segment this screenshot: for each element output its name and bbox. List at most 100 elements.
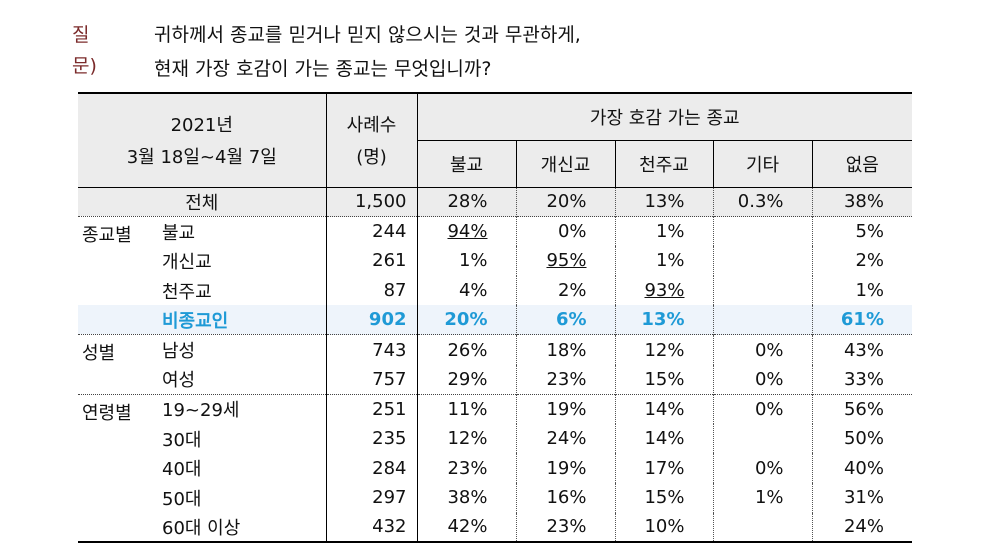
row-label-cell: 천주교 xyxy=(78,276,326,306)
pct-value: 4% xyxy=(458,280,488,302)
question-label: 질문) xyxy=(72,24,97,77)
pct-value: 13% xyxy=(644,191,685,213)
row-label: 50대 xyxy=(162,488,202,510)
pct-value: 61% xyxy=(840,309,884,331)
table-row: 연령별 19~29세 251 11% 19% 14% 0% 56% xyxy=(78,393,912,424)
pct-cell: 43% xyxy=(811,334,912,365)
pct-value: 11% xyxy=(447,398,488,420)
pct-cell: 20% xyxy=(416,305,516,335)
pct-value: 26% xyxy=(447,339,488,361)
row-label: 불교 xyxy=(162,222,196,244)
row-label: 천주교 xyxy=(162,281,212,303)
pct-cell: 19% xyxy=(515,393,615,424)
pct-cell: 12% xyxy=(614,334,713,365)
pct-value: 13% xyxy=(641,309,685,331)
pct-cell xyxy=(712,275,812,306)
pct-value: 15% xyxy=(644,487,685,509)
sample-size-cell: 297 xyxy=(325,482,417,513)
table-row: 전체 1,500 28% 20% 13% 0.3% 38% xyxy=(78,187,912,217)
pct-value: 6% xyxy=(555,309,587,331)
row-label-cell: 개신교 xyxy=(78,246,326,276)
pct-cell: 0% xyxy=(712,364,812,395)
table-body: 전체 1,500 28% 20% 13% 0.3% 38% 종교별 불교 244 94% 0% 1% 5%… xyxy=(78,187,912,544)
pct-value: 23% xyxy=(546,368,587,390)
pct-value: 0% xyxy=(754,368,784,390)
sample-size-cell: 235 xyxy=(325,423,417,454)
pct-cell: 42% xyxy=(416,512,516,544)
period-year: 2021년 xyxy=(170,115,233,137)
pct-value: 24% xyxy=(843,516,884,538)
table-row: 성별 남성 743 26% 18% 12% 0% 43% xyxy=(78,334,912,365)
row-label-cell: 연령별 19~29세 xyxy=(78,393,326,424)
pct-value: 0% xyxy=(754,339,784,361)
table-row: 여성 757 29% 23% 15% 0% 33% xyxy=(78,364,912,395)
survey-table: 2021년 3월 18일~4월 7일 사례수 (명) 가장 호감 가는 종교 불… xyxy=(78,92,912,544)
pct-value: 0% xyxy=(557,221,587,243)
sample-size-cell: 284 xyxy=(325,453,417,483)
pct-cell: 2% xyxy=(515,275,615,306)
row-label: 비종교인 xyxy=(162,310,229,332)
pct-cell: 1% xyxy=(416,246,516,276)
pct-cell: 94% xyxy=(416,216,516,247)
pct-value: 0% xyxy=(754,457,784,479)
pct-cell: 0% xyxy=(712,393,812,424)
pct-value: 12% xyxy=(644,339,685,361)
sample-size-cell: 1,500 xyxy=(325,187,417,217)
pct-cell xyxy=(712,512,812,544)
row-label-cell: 성별 남성 xyxy=(78,334,326,365)
pct-value: 20% xyxy=(546,191,587,213)
pct-cell: 56% xyxy=(811,393,912,424)
pct-cell: 17% xyxy=(614,453,713,483)
pct-cell: 40% xyxy=(811,453,912,483)
pct-cell: 13% xyxy=(614,305,713,335)
row-label: 19~29세 xyxy=(162,400,240,422)
pct-value: 40% xyxy=(843,457,884,479)
row-label-cell: 전체 xyxy=(78,187,326,217)
row-label: 개신교 xyxy=(162,251,212,273)
pct-cell: 19% xyxy=(515,453,615,483)
pct-cell: 1% xyxy=(614,216,713,247)
row-label-cell: 30대 xyxy=(78,424,326,454)
pct-value: 43% xyxy=(843,339,884,361)
row-label-cell: 40대 xyxy=(78,453,326,483)
pct-cell xyxy=(712,246,812,276)
pct-value: 14% xyxy=(644,398,685,420)
pct-value: 38% xyxy=(447,487,488,509)
pct-value: 93% xyxy=(644,280,685,302)
pct-value: 16% xyxy=(546,487,587,509)
pct-cell: 20% xyxy=(515,187,615,217)
pct-cell: 95% xyxy=(515,246,615,276)
col-header-buddhism: 불교 xyxy=(416,140,516,188)
pct-value: 0.3% xyxy=(737,191,784,213)
row-label-cell: 50대 xyxy=(78,483,326,513)
col-header-other: 기타 xyxy=(712,140,812,188)
pct-value: 23% xyxy=(447,457,488,479)
sample-size-cell: 87 xyxy=(325,275,417,306)
row-group: 성별 xyxy=(82,343,116,365)
pct-value: 24% xyxy=(546,428,587,450)
sample-size-cell: 432 xyxy=(325,512,417,544)
pct-cell: 24% xyxy=(811,512,912,544)
pct-cell: 93% xyxy=(614,275,713,306)
question-line-2: 현재 가장 호감이 가는 종교는 무엇입니까? xyxy=(154,58,492,80)
pct-cell: 50% xyxy=(811,423,912,454)
pct-cell: 24% xyxy=(515,423,615,454)
row-label: 남성 xyxy=(162,341,196,363)
pct-cell: 1% xyxy=(614,246,713,276)
sample-size-cell: 743 xyxy=(325,334,417,365)
pct-cell: 4% xyxy=(416,275,516,306)
sample-size-unit: (명) xyxy=(356,147,387,169)
row-label: 30대 xyxy=(162,429,202,451)
pct-value: 42% xyxy=(447,516,488,538)
pct-value: 1% xyxy=(655,250,685,272)
table-row: 30대 235 12% 24% 14% 50% xyxy=(78,423,912,454)
pct-cell: 13% xyxy=(614,187,713,217)
table-row: 60대 이상 432 42% 23% 10% 24% xyxy=(78,512,912,544)
pct-value: 1% xyxy=(754,487,784,509)
pct-cell: 33% xyxy=(811,364,912,395)
pct-cell: 61% xyxy=(811,305,912,335)
pct-value: 94% xyxy=(447,221,488,243)
pct-cell: 14% xyxy=(614,423,713,454)
pct-value: 50% xyxy=(843,428,884,450)
pct-value: 56% xyxy=(843,398,884,420)
